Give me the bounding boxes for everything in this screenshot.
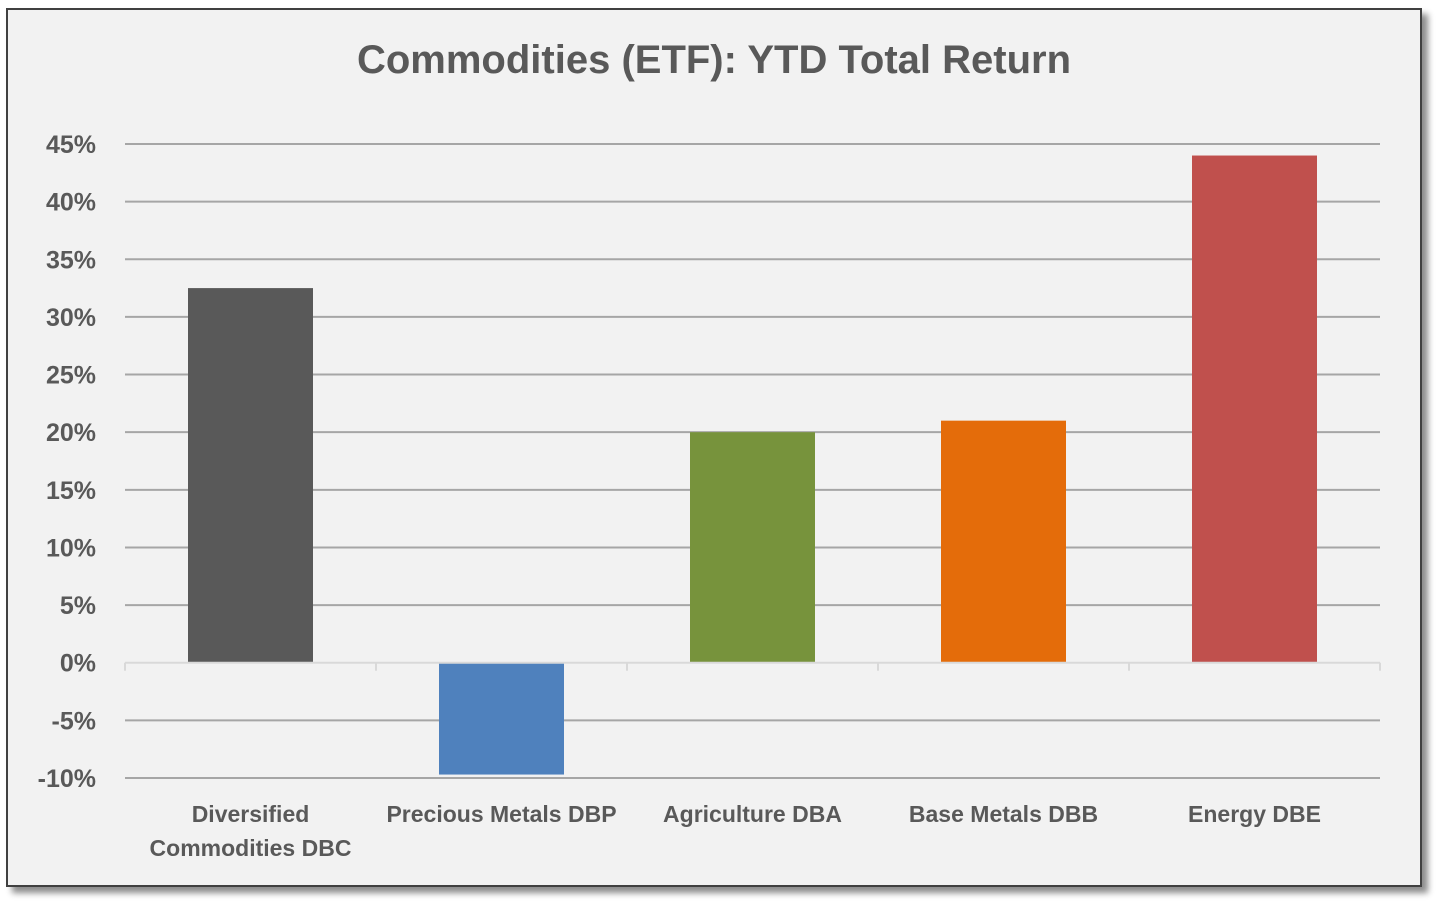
chart-title: Commodities (ETF): YTD Total Return [356, 38, 1072, 82]
bar [439, 662, 564, 775]
y-tick-label: 10% [46, 534, 96, 562]
y-tick-label: 35% [46, 246, 96, 274]
y-tick-label: 20% [46, 419, 96, 447]
x-category-label: Agriculture DBA [663, 801, 842, 827]
y-tick-label: 5% [60, 592, 96, 620]
y-tick-label: 40% [46, 189, 96, 217]
y-tick-label: 25% [46, 362, 96, 390]
y-axis-tick-labels: -10% -5% 0% 5% 10% 15% 20% 25% 30% 35% 40% 45% [38, 131, 96, 793]
bar [188, 288, 313, 663]
x-category-label: Base Metals DBB [909, 801, 1098, 827]
x-axis [124, 661, 1381, 671]
x-category-label: Diversified [192, 801, 310, 827]
y-tick-label: 0% [60, 650, 96, 678]
x-category-label: Precious Metals DBP [386, 801, 616, 827]
x-axis-category-labels: Diversified Commodities DBC Precious Metal… [150, 801, 1321, 861]
y-tick-label: -10% [38, 765, 96, 793]
bar [941, 420, 1066, 663]
bar [1192, 155, 1317, 663]
y-tick-label: -5% [52, 707, 96, 735]
bar [690, 432, 815, 663]
y-tick-label: 15% [46, 477, 96, 505]
x-category-label: Energy DBE [1188, 801, 1321, 827]
y-tick-label: 45% [46, 131, 96, 159]
bars [188, 155, 1317, 775]
x-category-label: Commodities DBC [150, 835, 352, 861]
y-tick-label: 30% [46, 304, 96, 332]
